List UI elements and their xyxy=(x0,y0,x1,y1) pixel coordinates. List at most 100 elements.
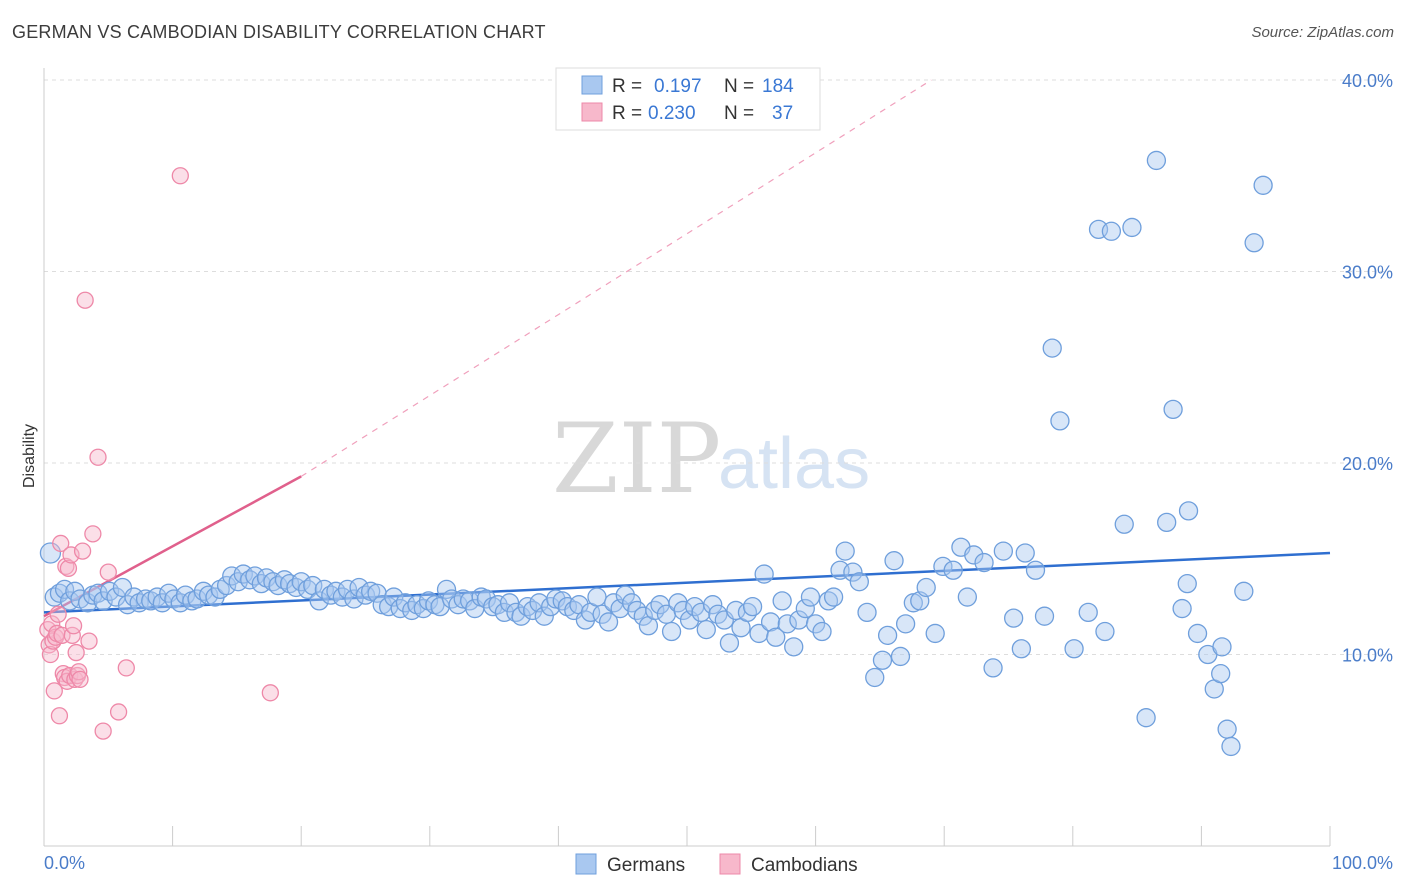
top-legend: R = 0.197 N = 184 R = 0.230 N = 37 xyxy=(555,67,821,131)
german-point xyxy=(1146,150,1167,171)
german-point xyxy=(696,619,716,640)
german-point xyxy=(615,585,635,605)
x-tick-label-min: 0.0% xyxy=(44,853,85,873)
german-point xyxy=(1177,573,1197,594)
german-point xyxy=(993,541,1014,561)
cambodian-point xyxy=(43,615,61,633)
german-point xyxy=(349,577,369,598)
german-point xyxy=(843,562,863,582)
y-tick-label: 30.0% xyxy=(1342,263,1393,283)
german-point xyxy=(661,621,682,642)
german-point xyxy=(742,596,763,617)
grid-lines xyxy=(44,79,1392,655)
german-point xyxy=(812,621,832,642)
german-point xyxy=(1253,175,1273,195)
cambodian-point xyxy=(89,448,107,466)
cambodian-point xyxy=(64,617,83,635)
cambodian-point xyxy=(99,563,117,581)
y-tick-labels: 10.0% 20.0% 30.0% 40.0% xyxy=(1342,71,1393,666)
german-point xyxy=(1187,623,1208,644)
cambodian-point xyxy=(80,632,98,650)
german-point xyxy=(587,587,607,607)
german-point xyxy=(309,591,329,611)
german-point xyxy=(1122,217,1142,238)
german-point xyxy=(857,602,877,623)
german-point xyxy=(523,600,543,621)
german-point xyxy=(1178,501,1199,521)
german-point xyxy=(890,646,911,667)
cambodian-point xyxy=(73,542,92,560)
legend-german-n-value: 184 xyxy=(762,76,794,97)
german-point xyxy=(703,595,723,615)
legend-swatch-cambodian xyxy=(581,102,603,122)
bottom-legend-german: Germans xyxy=(607,855,685,876)
cambodian-point xyxy=(50,707,69,725)
german-point xyxy=(872,650,893,670)
y-axis-label: Disability xyxy=(21,424,38,488)
cambodian-point xyxy=(261,684,279,702)
german-point xyxy=(344,589,364,609)
bottom-legend-swatch-cambodian xyxy=(719,853,741,875)
german-point xyxy=(436,579,457,600)
german-point xyxy=(1064,639,1084,659)
watermark-zip: ZIP xyxy=(552,403,721,515)
german-point xyxy=(691,602,711,623)
cambodian-point xyxy=(67,643,85,662)
german-point xyxy=(291,572,311,592)
german-point xyxy=(895,614,916,634)
german-point xyxy=(849,572,869,592)
german-point xyxy=(884,551,904,571)
german-point xyxy=(784,637,804,657)
german-point xyxy=(1050,411,1070,431)
german-point xyxy=(384,587,404,607)
chart-title: GERMAN VS CAMBODIAN DISABILITY CORRELATI… xyxy=(12,22,546,42)
german-point xyxy=(216,575,237,596)
legend-cambodian-n-value: 37 xyxy=(772,103,793,124)
cambodian-point xyxy=(171,167,189,185)
german-point xyxy=(1163,399,1183,420)
german-point xyxy=(974,552,994,573)
cambodian-point xyxy=(71,670,89,689)
bottom-legend-cambodian: Cambodians xyxy=(751,855,858,876)
watermark-atlas: atlas xyxy=(718,424,870,504)
german-point xyxy=(865,667,885,688)
german-point xyxy=(835,541,855,561)
german-point xyxy=(772,591,792,611)
german-point xyxy=(147,587,167,607)
german-point xyxy=(1244,233,1264,253)
legend-german-n-label: N = xyxy=(724,76,754,97)
german-point xyxy=(805,614,826,634)
legend-cambodian-r-value: 0.230 xyxy=(648,103,696,124)
bottom-legend: Germans Cambodians xyxy=(575,853,858,876)
german-point xyxy=(719,633,740,653)
cambodian-point xyxy=(52,534,70,553)
cambodian-point xyxy=(94,722,112,740)
german-point xyxy=(1042,338,1062,358)
german-point xyxy=(511,606,531,626)
german-point xyxy=(598,612,619,632)
cambodian-point xyxy=(49,605,67,623)
german-point xyxy=(1025,560,1046,580)
german-point xyxy=(795,598,815,619)
german-point xyxy=(499,593,520,613)
german-point xyxy=(933,556,953,577)
cambodian-point xyxy=(41,645,60,664)
german-point xyxy=(943,560,963,580)
german-point xyxy=(1172,598,1192,619)
source-credit: Source: ZipAtlas.com xyxy=(1251,24,1394,41)
german-point xyxy=(877,625,898,645)
german-point xyxy=(1234,581,1254,601)
legend-cambodian-r-label: R = xyxy=(612,103,642,124)
german-point xyxy=(645,600,665,621)
german-point xyxy=(1212,637,1232,657)
bottom-legend-swatch-german xyxy=(575,853,597,875)
german-point xyxy=(1003,608,1024,628)
german-points xyxy=(39,150,1273,757)
german-point xyxy=(1011,639,1032,659)
cambodian-point xyxy=(59,559,78,577)
german-point xyxy=(592,604,612,624)
german-point xyxy=(823,587,844,607)
german-point xyxy=(925,623,945,644)
cambodian-point xyxy=(117,659,135,677)
